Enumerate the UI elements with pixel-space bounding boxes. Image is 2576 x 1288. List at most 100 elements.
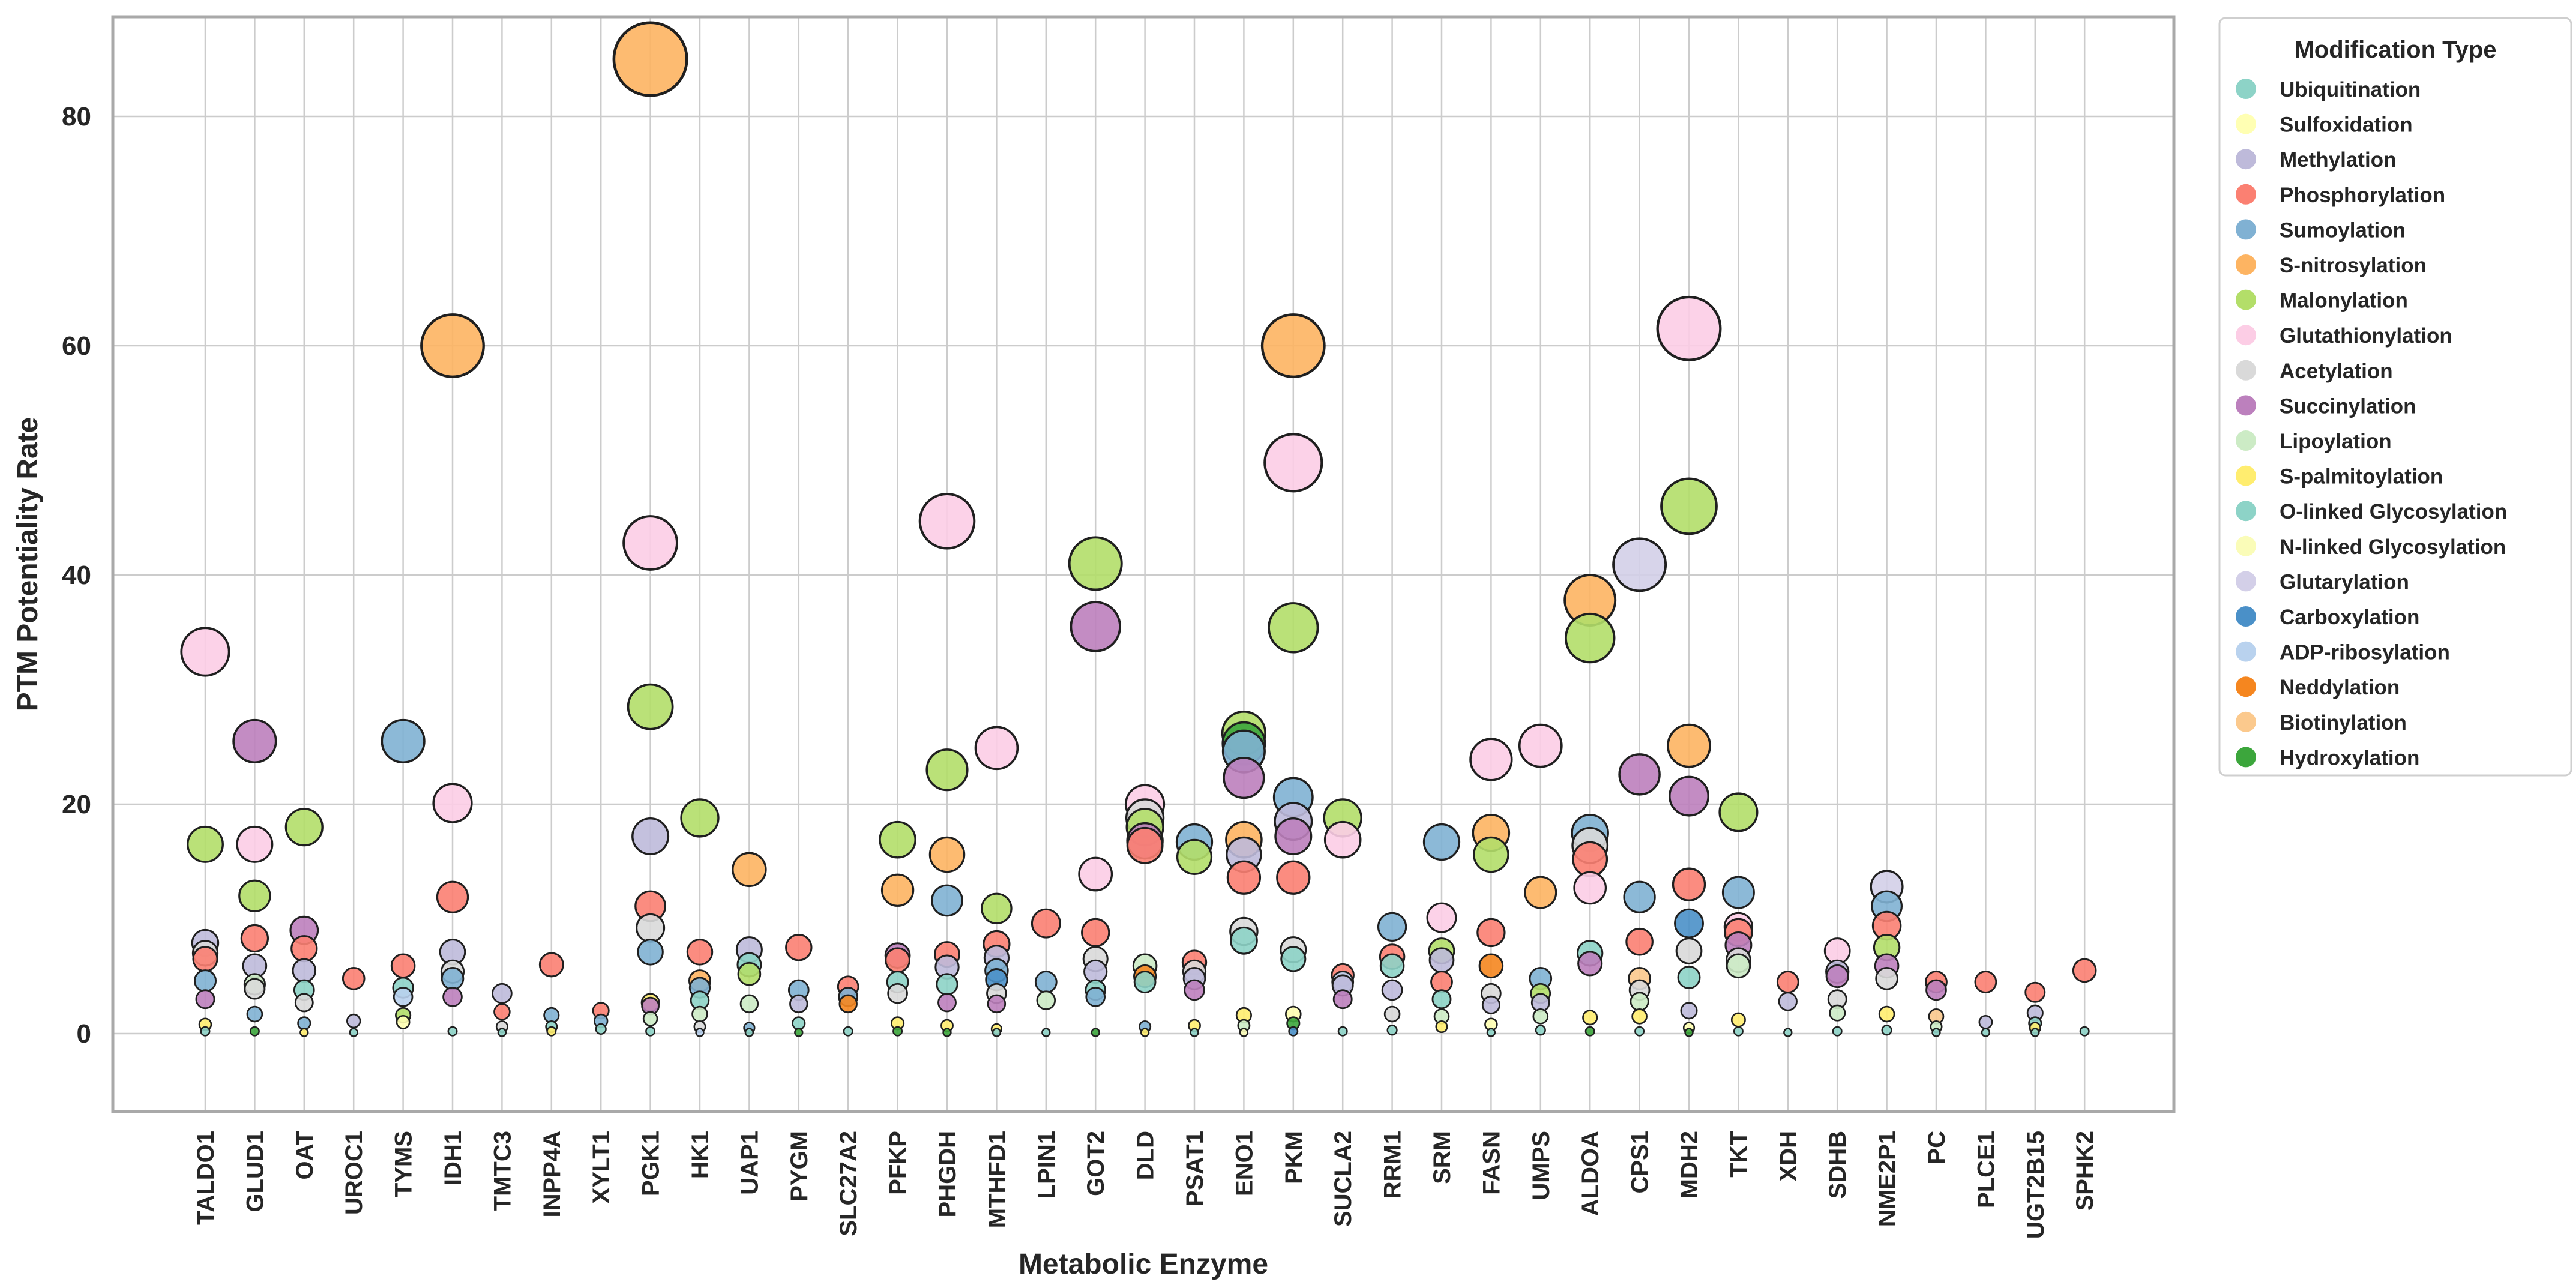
bubble-PHGDH-Hydroxylation bbox=[942, 1028, 952, 1037]
bubble-IDH1-Phosphorylation bbox=[436, 880, 469, 913]
legend-swatch-icon bbox=[2236, 149, 2256, 170]
bubble-GOT2-Sumoylation bbox=[1085, 987, 1106, 1007]
bubble-MDH2-Ubiquitination bbox=[1677, 965, 1701, 989]
bubble-HK1-ADP-ribosylation bbox=[695, 1028, 705, 1037]
bubble-UROC1-Ubiquitination bbox=[349, 1028, 358, 1037]
x-tick-label-TMTC3: TMTC3 bbox=[489, 1131, 516, 1211]
bubble-INPP4A-Phosphorylation bbox=[538, 952, 564, 978]
x-tick-label-SPHK2: SPHK2 bbox=[2072, 1131, 2098, 1211]
bubble-LPIN1-Sumoylation bbox=[1034, 971, 1058, 993]
bubble-TKT-Lipoylation bbox=[1726, 953, 1751, 979]
bubble-TYMS-Sulfoxidation bbox=[396, 1015, 411, 1029]
grid-layer bbox=[113, 17, 2174, 1112]
bubble-UROC1-Phosphorylation bbox=[342, 967, 366, 990]
legend-item-label: S-palmitoylation bbox=[2280, 465, 2443, 489]
legend-swatch-icon bbox=[2236, 113, 2256, 134]
legend-item-Acetylation: Acetylation bbox=[2236, 360, 2393, 383]
bubble-DLD-Phosphorylation bbox=[1126, 826, 1164, 864]
x-tick-label-RRM1: RRM1 bbox=[1380, 1131, 1406, 1199]
legend-item-label: ADP-ribosylation bbox=[2280, 641, 2450, 664]
legend-item-Glutathionylation: Glutathionylation bbox=[2236, 324, 2452, 348]
bubble-CPS1-Succinylation bbox=[1618, 753, 1661, 796]
x-tick-label-TKT: TKT bbox=[1726, 1131, 1752, 1178]
x-tick-label-FASN: FASN bbox=[1478, 1131, 1505, 1195]
legend-item-S-nitrosylation: S-nitrosylation bbox=[2236, 254, 2427, 277]
bubble-PKM-Malonylation bbox=[1268, 602, 1319, 654]
bubble-TKT-Sumoylation bbox=[1721, 876, 1755, 909]
x-tick-label-PGK1: PGK1 bbox=[638, 1131, 664, 1196]
legend-box: Modification Type Ubiquitination Sulfoxid… bbox=[2218, 17, 2572, 777]
legend-item-ADP-ribosylation: ADP-ribosylation bbox=[2236, 641, 2450, 664]
bubble-PLCE1-Methylation bbox=[1978, 1015, 1993, 1029]
bubble-ALDOA-Phosphorylation bbox=[1572, 841, 1608, 877]
legend-swatch-icon bbox=[2236, 711, 2256, 732]
x-tick-label-GLUD1: GLUD1 bbox=[242, 1131, 268, 1212]
legend-item-label: Neddylation bbox=[2280, 676, 2400, 699]
legend-item-label: Glutathionylation bbox=[2280, 324, 2452, 348]
bubble-UMPS-Lipoylation bbox=[1532, 1008, 1549, 1025]
legend-item-Lipoylation: Lipoylation bbox=[2236, 430, 2392, 453]
bubble-ENO1-Ubiquitination bbox=[1229, 926, 1258, 955]
bubble-ENO1-Phosphorylation bbox=[1226, 860, 1262, 895]
bubble-PFKP-Hydroxylation bbox=[892, 1026, 903, 1037]
x-tick-label-ALDOA: ALDOA bbox=[1577, 1131, 1604, 1216]
bubble-PHGDH-Malonylation bbox=[925, 748, 969, 792]
bubble-CPS1-Ubiquitination bbox=[1634, 1026, 1645, 1037]
bubble-GLUD1-Glutathionylation bbox=[236, 825, 274, 863]
bubble-GLUD1-Succinylation bbox=[232, 718, 277, 764]
legend-item-Methylation: Methylation bbox=[2236, 148, 2396, 172]
bubble-GOT2-Malonylation bbox=[1068, 536, 1123, 591]
legend-item-label: N-linked Glycosylation bbox=[2280, 535, 2506, 559]
bubble-IDH1-Succinylation bbox=[442, 987, 463, 1007]
bubble-PFKP-Phosphorylation bbox=[885, 947, 911, 974]
bubble-SLC27A2-Neddylation bbox=[838, 994, 858, 1014]
bubble-MDH2-S-nitrosylation bbox=[1667, 723, 1711, 768]
bubble-PGK1-S-nitrosylation bbox=[612, 21, 688, 97]
bubble-GOT2-Succinylation bbox=[1070, 601, 1121, 652]
bubble-IDH1-Ubiquitination bbox=[447, 1026, 458, 1037]
bubble-TKT-Malonylation bbox=[1718, 792, 1759, 832]
x-tick-label-UROC1: UROC1 bbox=[341, 1131, 367, 1215]
bubble-GLUD1-Acetylation bbox=[244, 978, 266, 1000]
bubble-SDHB-Succinylation bbox=[1825, 964, 1849, 989]
bubble-UGT2B15-Phosphorylation bbox=[2024, 981, 2046, 1003]
bubble-FASN-Methylation bbox=[1481, 995, 1500, 1014]
bubble-SRM-Ubiquitination bbox=[1431, 989, 1452, 1010]
legend-title: Modification Type bbox=[2294, 37, 2496, 63]
bubble-TYMS-Phosphorylation bbox=[390, 953, 416, 979]
x-tick-label-UMPS: UMPS bbox=[1528, 1131, 1554, 1200]
x-tick-label-PYGM: PYGM bbox=[786, 1131, 813, 1202]
bubble-ALDOA-Succinylation bbox=[1577, 951, 1603, 977]
bubble-GLUD1-Phosphorylation bbox=[240, 924, 269, 953]
legend-item-label: Sumoylation bbox=[2280, 218, 2406, 242]
bubble-PGK1-Ubiquitination bbox=[645, 1026, 656, 1037]
bubble-PKM-S-nitrosylation bbox=[1260, 313, 1326, 378]
bubble-PYGM-Hydroxylation bbox=[794, 1028, 804, 1037]
bubble-UMPS-Glutathionylation bbox=[1518, 723, 1563, 768]
bubble-XYLT1-Ubiquitination bbox=[595, 1023, 607, 1035]
legend-item-label: Methylation bbox=[2280, 148, 2396, 172]
bubble-MDH2-Hydroxylation bbox=[1684, 1028, 1694, 1037]
legend-item-O-linked-Glycosylation: O-linked Glycosylation bbox=[2236, 500, 2507, 523]
bubble-MDH2-Malonylation bbox=[1660, 477, 1718, 535]
bubble-SRM-Methylation bbox=[1428, 947, 1455, 974]
bubble-SUCLA2-Ubiquitination bbox=[1337, 1026, 1348, 1037]
bubble-MDH2-Glutathionylation bbox=[1656, 295, 1722, 361]
bubble-PYGM-Methylation bbox=[789, 994, 808, 1014]
bubble-PKM-Succinylation bbox=[1274, 817, 1313, 855]
y-tick-label: 40 bbox=[62, 561, 91, 590]
bubble-PLCE1-Phosphorylation bbox=[1974, 971, 1997, 993]
bubble-CPS1-Lipoylation bbox=[1630, 992, 1649, 1011]
bubble-RRM1-Acetylation bbox=[1383, 1005, 1401, 1023]
x-tick-label-PHGDH: PHGDH bbox=[934, 1131, 961, 1217]
bubble-XDH-Ubiquitination bbox=[1783, 1028, 1793, 1037]
legend-border bbox=[2218, 17, 2572, 777]
legend-item-label: Acetylation bbox=[2280, 360, 2393, 383]
bubble-MDH2-Methylation bbox=[1680, 1002, 1698, 1020]
bubble-CPS1-Glutarylation bbox=[1612, 537, 1667, 592]
legend-swatch-icon bbox=[2236, 360, 2256, 381]
x-tick-label-GOT2: GOT2 bbox=[1083, 1131, 1109, 1196]
bubble-PC-Succinylation bbox=[1925, 979, 1947, 1001]
legend-swatch-icon bbox=[2236, 254, 2256, 275]
bubble-TYMS-ADP-ribosylation bbox=[393, 987, 414, 1007]
